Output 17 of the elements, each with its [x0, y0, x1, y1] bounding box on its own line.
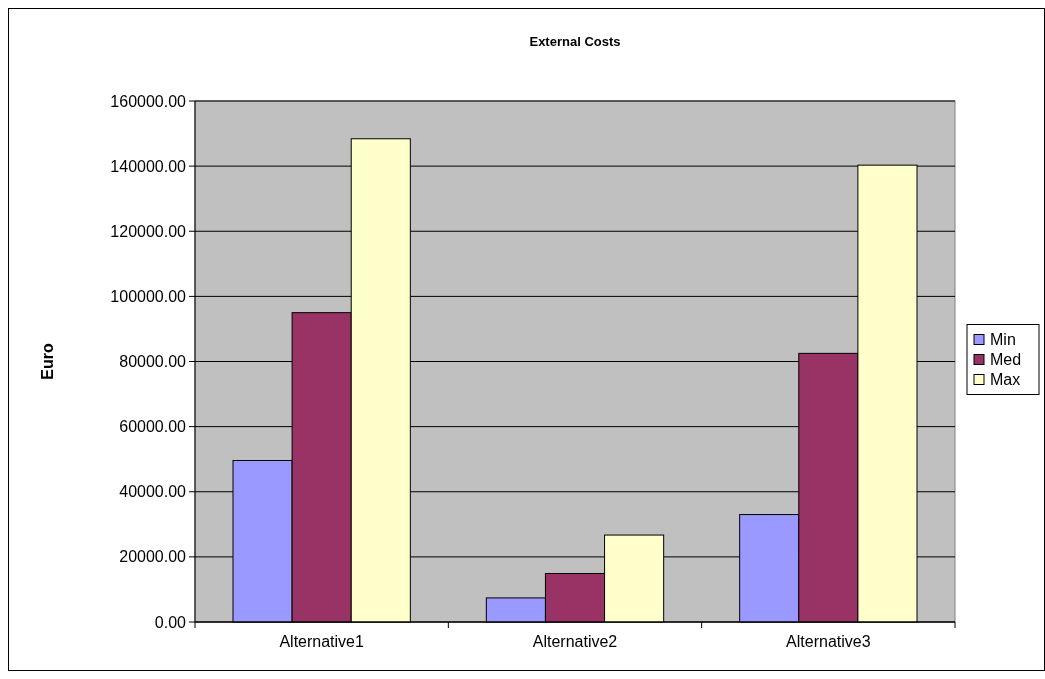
x-tick-label: Alternative2	[532, 633, 618, 650]
y-tick-label: 120000.00	[110, 222, 187, 240]
legend-label: Max	[990, 370, 1021, 388]
chart-title: External Costs	[529, 34, 621, 49]
y-tick-label: 80000.00	[119, 353, 187, 371]
x-tick-label: Alternative1	[279, 633, 365, 650]
y-tick-label: 40000.00	[119, 483, 187, 501]
y-tick-label: 140000.00	[110, 157, 187, 175]
y-tick-label: 160000.00	[110, 92, 187, 110]
legend-label: Med	[990, 350, 1022, 368]
x-tick-label: Alternative3	[786, 633, 871, 650]
y-tick-label: 0.00	[154, 613, 187, 631]
y-tick-label: 60000.00	[119, 418, 187, 436]
y-axis-title: Euro	[39, 343, 56, 380]
y-tick-label: 20000.00	[119, 548, 187, 566]
y-tick-label: 100000.00	[110, 287, 187, 305]
legend-label: Min	[990, 330, 1016, 348]
